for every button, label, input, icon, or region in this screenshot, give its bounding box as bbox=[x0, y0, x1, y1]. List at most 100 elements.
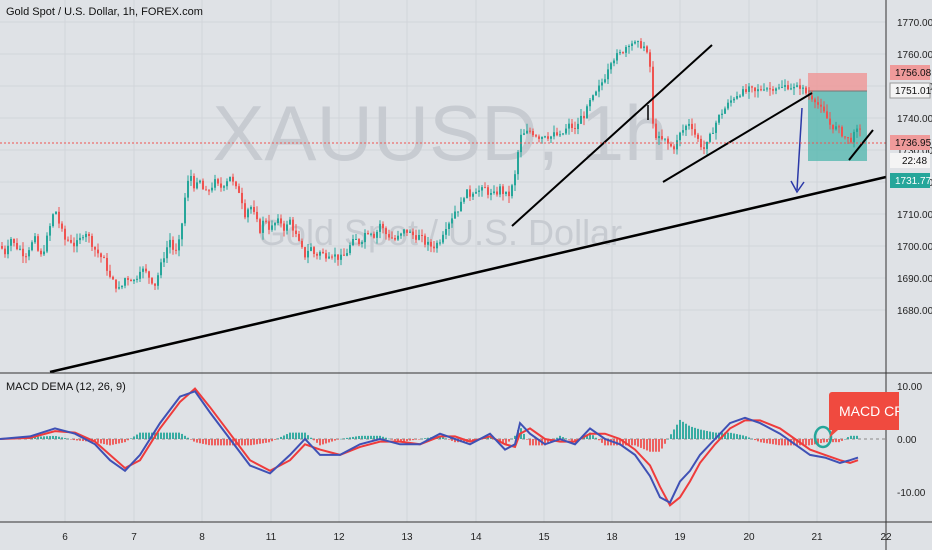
candle bbox=[325, 249, 327, 262]
candle bbox=[598, 79, 600, 98]
histogram-bar bbox=[853, 435, 855, 439]
candle bbox=[859, 124, 861, 137]
candle bbox=[277, 214, 279, 226]
histogram-bar bbox=[793, 439, 795, 446]
candle bbox=[823, 101, 825, 113]
histogram-bar bbox=[241, 439, 243, 446]
candle bbox=[472, 191, 474, 201]
histogram-bar bbox=[391, 439, 393, 440]
candle bbox=[22, 242, 24, 264]
histogram-bar bbox=[325, 439, 327, 444]
candle bbox=[94, 246, 96, 257]
histogram-bar bbox=[607, 439, 609, 446]
histogram-bar bbox=[676, 424, 678, 439]
candle bbox=[289, 216, 291, 226]
histogram-bar bbox=[181, 433, 183, 439]
candle bbox=[43, 244, 45, 256]
candle bbox=[103, 255, 105, 259]
candle bbox=[205, 185, 207, 191]
candle bbox=[445, 222, 447, 240]
candle bbox=[790, 83, 792, 91]
macd-callout: MACD CR bbox=[829, 392, 899, 430]
candle bbox=[685, 124, 687, 137]
time-tick-label: 15 bbox=[538, 532, 550, 543]
candle bbox=[139, 266, 141, 283]
histogram-bar bbox=[199, 439, 201, 444]
candle bbox=[763, 83, 765, 92]
histogram-bar bbox=[103, 439, 105, 445]
candle bbox=[130, 278, 132, 282]
histogram-bar bbox=[145, 432, 147, 439]
candle bbox=[304, 246, 306, 260]
histogram-bar bbox=[100, 439, 102, 444]
histogram-bar bbox=[637, 439, 639, 447]
histogram-bar bbox=[70, 439, 72, 440]
candle bbox=[211, 182, 213, 193]
histogram-bar bbox=[412, 439, 414, 441]
histogram-bar bbox=[598, 439, 600, 441]
histogram-bar bbox=[631, 439, 633, 446]
candle bbox=[634, 40, 636, 45]
histogram-bar bbox=[97, 439, 99, 443]
histogram-bar bbox=[385, 437, 387, 439]
candle bbox=[556, 127, 558, 137]
candle bbox=[271, 220, 273, 232]
histogram-bar bbox=[79, 439, 81, 441]
histogram-bar bbox=[184, 435, 186, 439]
histogram-bar bbox=[211, 439, 213, 446]
price-tick-label: 1690.00 bbox=[897, 274, 932, 285]
candle bbox=[652, 61, 654, 129]
candle bbox=[853, 129, 855, 148]
candle bbox=[319, 250, 321, 260]
candle bbox=[616, 49, 618, 65]
histogram-bar bbox=[634, 439, 636, 446]
candle bbox=[208, 188, 210, 196]
candle bbox=[85, 231, 87, 243]
histogram-bar bbox=[397, 439, 399, 442]
candle bbox=[640, 38, 642, 49]
histogram-bar bbox=[76, 439, 78, 441]
histogram-bar bbox=[52, 435, 54, 439]
candle bbox=[580, 109, 582, 124]
candle bbox=[478, 185, 480, 197]
candle bbox=[121, 285, 123, 290]
candle bbox=[619, 49, 621, 56]
candle bbox=[463, 196, 465, 204]
histogram-bar bbox=[778, 439, 780, 446]
histogram-bar bbox=[193, 439, 195, 442]
candle bbox=[313, 246, 315, 258]
candle bbox=[517, 150, 519, 180]
histogram-bar bbox=[82, 439, 84, 442]
candle bbox=[229, 176, 231, 182]
candle bbox=[817, 96, 819, 109]
candle bbox=[538, 134, 540, 143]
histogram-bar bbox=[772, 439, 774, 445]
candle bbox=[88, 232, 90, 243]
candle bbox=[73, 237, 75, 253]
tag-1731: 1731.77 bbox=[895, 176, 932, 187]
histogram-bar bbox=[445, 438, 447, 439]
histogram-bar bbox=[463, 439, 465, 443]
candle bbox=[730, 95, 732, 107]
candle bbox=[385, 226, 387, 240]
histogram-bar bbox=[742, 435, 744, 439]
candle bbox=[310, 243, 312, 252]
candle bbox=[499, 183, 501, 198]
candle bbox=[505, 191, 507, 197]
histogram-bar bbox=[382, 436, 384, 439]
projection-line bbox=[848, 129, 874, 161]
macd-indicator-label[interactable]: MACD DEMA (12, 26, 9) bbox=[6, 381, 126, 393]
histogram-bar bbox=[106, 439, 108, 445]
candle bbox=[142, 266, 144, 279]
candle bbox=[487, 184, 489, 199]
candle bbox=[592, 94, 594, 102]
time-axis[interactable]: 6 7 8 11 12 13 14 15 18 19 20 21 22 bbox=[62, 532, 892, 543]
price-tick-label: 1710.00 bbox=[897, 210, 932, 221]
time-tick-label: 8 bbox=[199, 532, 205, 543]
candle bbox=[406, 229, 408, 236]
histogram-bar bbox=[202, 439, 204, 444]
candle bbox=[799, 78, 801, 95]
histogram-bar bbox=[121, 439, 123, 443]
candle bbox=[688, 118, 690, 130]
